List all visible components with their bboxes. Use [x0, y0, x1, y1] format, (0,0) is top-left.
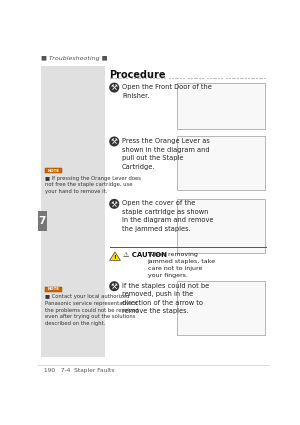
Circle shape — [109, 199, 119, 209]
Text: ■ Troubleshooting ■: ■ Troubleshooting ■ — [40, 57, 107, 61]
Text: NOTE: NOTE — [48, 169, 60, 173]
Polygon shape — [110, 252, 120, 261]
Bar — [45, 168, 62, 173]
Bar — [177, 136, 266, 190]
Text: Open the Front Door of the
Finisher.: Open the Front Door of the Finisher. — [122, 84, 212, 99]
Bar — [41, 66, 105, 357]
Text: 190   7-4  Stapler Faults: 190 7-4 Stapler Faults — [44, 368, 114, 373]
Circle shape — [109, 281, 119, 291]
Bar — [38, 211, 47, 231]
Bar — [177, 281, 266, 335]
Text: ⚒: ⚒ — [111, 282, 118, 291]
Text: Open the cover of the
staple cartridge as shown
in the diagram and remove
the ja: Open the cover of the staple cartridge a… — [122, 200, 214, 232]
Circle shape — [109, 136, 119, 147]
Bar — [177, 199, 266, 253]
Text: NOTE: NOTE — [48, 287, 60, 291]
Text: If the staples could not be
removed, push in the
direction of the arrow to
remov: If the staples could not be removed, pus… — [122, 283, 209, 314]
Text: When removing
jammed staples, take
care not to injure
your fingers.: When removing jammed staples, take care … — [148, 252, 216, 278]
Text: !: ! — [114, 255, 116, 260]
Text: Procedure: Procedure — [110, 70, 166, 80]
Bar — [177, 82, 266, 129]
Circle shape — [109, 82, 119, 93]
Text: ⚒: ⚒ — [111, 137, 118, 146]
Text: ■ Contact your local authorized
Panasonic service representative if
the problems: ■ Contact your local authorized Panasoni… — [45, 295, 139, 326]
Text: 7: 7 — [38, 216, 46, 226]
Text: ⚠ CAUTION: ⚠ CAUTION — [123, 252, 167, 258]
Text: ⚒: ⚒ — [111, 200, 118, 209]
Text: ⚒: ⚒ — [111, 83, 118, 92]
Text: Press the Orange Lever as
shown in the diagram and
pull out the Staple
Cartridge: Press the Orange Lever as shown in the d… — [122, 138, 210, 170]
Text: ■ If pressing the Orange Lever does
not free the staple cartridge, use
your hand: ■ If pressing the Orange Lever does not … — [45, 176, 141, 194]
Bar — [45, 286, 62, 292]
